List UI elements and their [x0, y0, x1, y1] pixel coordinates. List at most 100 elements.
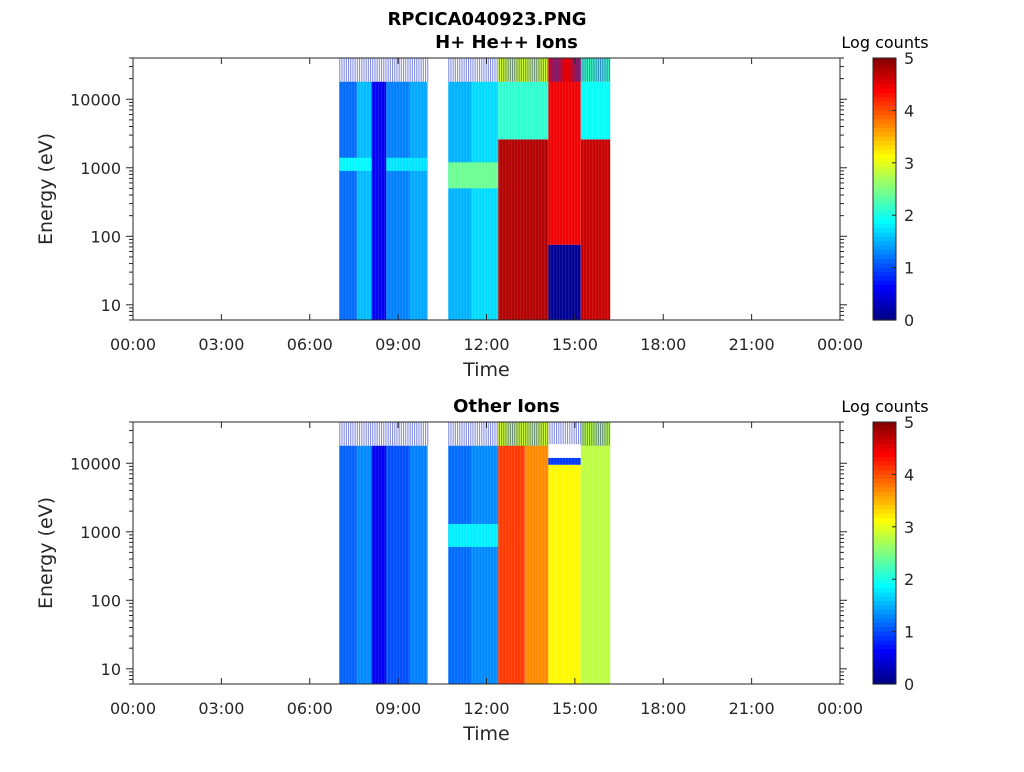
spectrogram-cell — [524, 422, 549, 684]
texture-stripe — [448, 58, 450, 82]
texture-stripe — [492, 58, 494, 82]
texture-stripe — [448, 422, 450, 446]
texture-stripe — [381, 445, 383, 684]
texture-stripe — [550, 81, 552, 320]
colorbar-segment — [873, 640, 896, 646]
texture-stripe — [343, 422, 345, 446]
texture-stripe — [610, 81, 612, 320]
colorbar-segment — [873, 500, 896, 506]
x-tick-label: 21:00 — [729, 335, 775, 354]
spectrogram-cell — [339, 157, 372, 171]
colorbar-segment — [873, 145, 896, 151]
texture-stripe — [478, 445, 480, 684]
colorbar-segment — [873, 452, 896, 458]
texture-stripe — [502, 445, 504, 684]
texture-stripe — [541, 445, 543, 684]
texture-stripe — [597, 422, 599, 446]
texture-stripe — [389, 58, 391, 82]
colorbar-segment — [873, 280, 896, 286]
texture-stripe — [592, 81, 594, 320]
colorbar-segment — [873, 311, 896, 317]
texture-stripe — [503, 422, 505, 446]
texture-stripe — [460, 445, 462, 684]
colorbar-segment — [873, 97, 896, 103]
texture-stripe — [550, 445, 552, 684]
y-tick-label: 10000 — [70, 90, 121, 109]
texture-stripe — [451, 445, 453, 684]
spectrogram-cell — [356, 81, 372, 320]
texture-stripe — [520, 422, 522, 446]
texture-stripe — [540, 58, 542, 82]
texture-stripe — [341, 58, 343, 82]
colorbar-segment — [873, 132, 896, 138]
texture-stripe — [408, 445, 410, 684]
texture-stripe — [403, 58, 405, 82]
texture-stripe — [420, 422, 422, 446]
texture-stripe — [508, 445, 510, 684]
texture-stripe — [531, 422, 533, 446]
texture-stripe — [476, 58, 478, 82]
texture-stripe — [381, 58, 383, 82]
colorbar-segment — [873, 228, 896, 234]
spectrogram-cell — [386, 157, 428, 171]
colorbar-segment — [873, 232, 896, 238]
texture-stripe — [409, 58, 411, 82]
texture-stripe — [565, 81, 567, 320]
x-tick-label: 18:00 — [640, 699, 686, 718]
texture-stripe — [417, 445, 419, 684]
colorbar-segment — [873, 189, 896, 194]
texture-stripe — [558, 422, 560, 446]
colorbar-segment — [873, 140, 896, 146]
texture-stripe — [559, 81, 561, 320]
x-tick-label: 00:00 — [817, 699, 863, 718]
x-tick-label: 03:00 — [198, 335, 244, 354]
colorbar-segment — [873, 583, 896, 589]
texture-stripe — [350, 58, 352, 82]
colorbar-segment — [873, 254, 896, 260]
texture-stripe — [601, 445, 603, 684]
texture-stripe — [560, 422, 562, 446]
colorbar-segment — [873, 158, 896, 164]
texture-stripe — [372, 58, 374, 82]
texture-stripe — [498, 58, 500, 82]
texture-stripe — [420, 445, 422, 684]
texture-stripe — [399, 445, 401, 684]
colorbar-segment — [873, 544, 896, 550]
x-tick-label: 15:00 — [552, 699, 598, 718]
texture-stripe — [384, 81, 386, 320]
spectrogram-cell — [498, 81, 549, 140]
texture-stripe — [352, 58, 354, 82]
colorbar-segment — [873, 210, 896, 216]
texture-stripe — [516, 422, 518, 446]
spectrogram-cell — [498, 422, 525, 684]
texture-stripe — [493, 81, 495, 320]
colorbar-tick-label: 0 — [904, 311, 914, 330]
colorbar-tick-label: 2 — [904, 570, 914, 589]
texture-stripe — [454, 422, 456, 446]
texture-stripe — [366, 445, 368, 684]
texture-stripe — [527, 58, 529, 82]
texture-stripe — [553, 445, 555, 684]
spectrogram-cell — [386, 81, 410, 320]
colorbar-tick-label: 5 — [904, 413, 914, 432]
texture-stripe — [472, 58, 474, 82]
texture-stripe — [366, 81, 368, 320]
x-tick-label: 09:00 — [375, 335, 421, 354]
texture-stripe — [586, 81, 588, 320]
texture-stripe — [580, 58, 582, 82]
texture-stripe — [577, 445, 579, 684]
texture-stripe — [553, 58, 555, 82]
texture-stripe — [392, 422, 394, 446]
colorbar-segment — [873, 570, 896, 576]
colorbar-segment — [873, 679, 896, 685]
texture-stripe — [387, 445, 389, 684]
x-tick-label: 18:00 — [640, 335, 686, 354]
spectrogram-cell — [580, 139, 611, 320]
texture-stripe — [595, 58, 597, 82]
texture-stripe — [370, 422, 372, 446]
texture-stripe — [385, 422, 387, 446]
texture-stripe — [501, 58, 503, 82]
texture-stripe — [564, 422, 566, 446]
colorbar-segment — [873, 250, 896, 256]
texture-stripe — [481, 445, 483, 684]
